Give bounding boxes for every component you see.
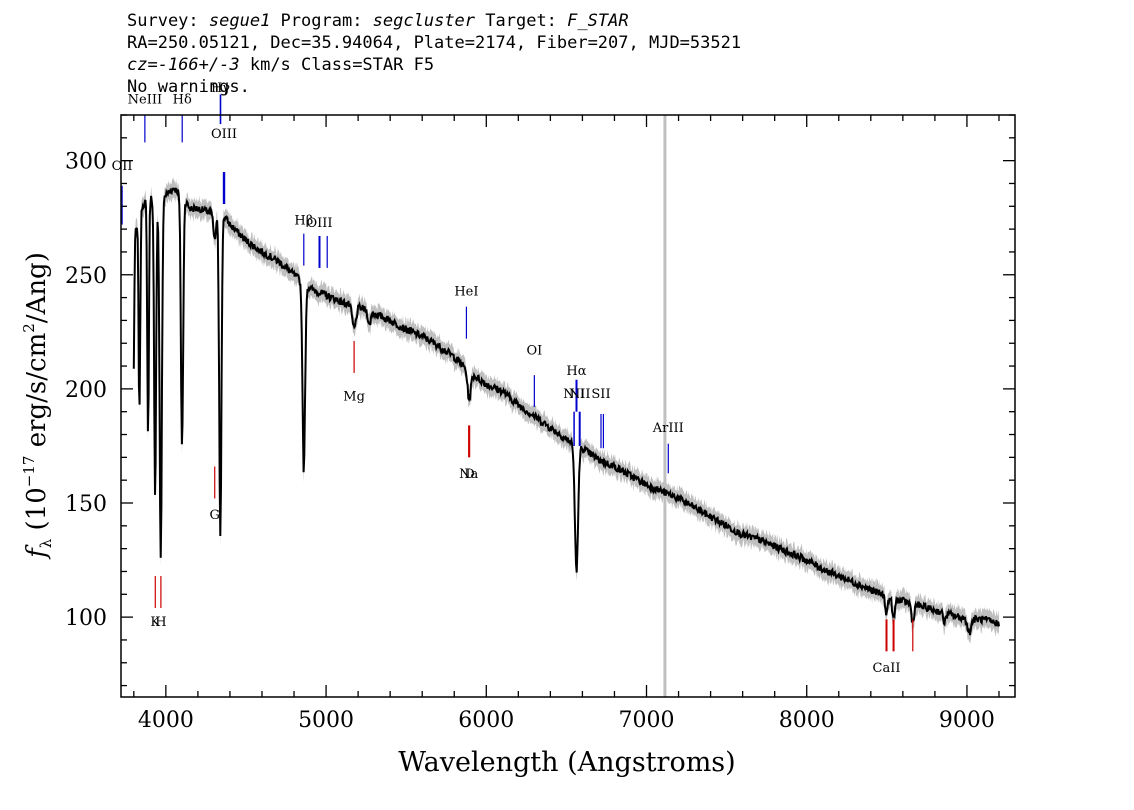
- emission-line-label-6: OIII: [306, 216, 332, 231]
- absorption-line-label-2: G: [210, 508, 220, 523]
- absorption-line-label-6: CaII: [873, 661, 901, 676]
- error-band: [133, 177, 1000, 644]
- emission-line-label-8: HeI: [454, 284, 478, 299]
- emission-line-label-15: ArIII: [652, 421, 684, 436]
- survey-value: segue1: [208, 11, 271, 31]
- header-line-3: cz=-166+/-3 km/s Class=STAR F5: [127, 54, 741, 76]
- absorption-line-label-3: Mg: [343, 389, 365, 404]
- header-line-2: RA=250.05121, Dec=35.94064, Plate=2174, …: [127, 33, 742, 53]
- emission-line-label-0: OII: [112, 159, 133, 174]
- axis-layer: 4000 5000 6000 7000 8000 9000 100 150 200 250 300: [65, 114, 1016, 733]
- x-tick-label: 4000: [138, 708, 194, 733]
- emission-line-label-1: NeIII: [128, 93, 162, 108]
- emission-line-label-11: Hα: [566, 364, 586, 379]
- spectrum-header: Survey: segue1 Program: segcluster Targe…: [127, 10, 741, 98]
- error-band-layer: [133, 177, 1000, 644]
- cz-label: cz=: [127, 55, 158, 75]
- emission-line-label-10: NII: [563, 387, 585, 402]
- flux-series-line: [132, 187, 1000, 636]
- absorption-line-label-0: K: [150, 615, 160, 630]
- absorption-line-label-4: Na: [459, 467, 478, 482]
- x-tick-label: 7000: [619, 708, 675, 733]
- absorption-line-label-1: H: [155, 615, 166, 630]
- y-axis-label: fλ (10−17 erg/s/cm2/Ang): [20, 252, 55, 560]
- header-line-4: No warnings.: [127, 77, 250, 97]
- emission-line-label-12: NII: [569, 387, 591, 402]
- plot-frame: [120, 114, 1016, 698]
- emission-line-label-9: OI: [526, 344, 542, 359]
- x-tick-label: 6000: [458, 708, 514, 733]
- emission-line-label-4: OIII: [211, 127, 237, 142]
- y-tick-label: 300: [65, 150, 107, 175]
- y-tick-label: 250: [65, 264, 107, 289]
- survey-label: Survey:: [127, 11, 209, 31]
- y-tick-label: 150: [65, 492, 107, 517]
- svg-text:fλ (10−17 erg/s/cm2/Ang): fλ (10−17 erg/s/cm2/Ang): [20, 252, 55, 560]
- y-tick-label: 200: [65, 378, 107, 403]
- class-info: km/s Class=STAR F5: [239, 55, 435, 75]
- emission-line-label-3: Hγ: [211, 81, 230, 96]
- absorption-line-label-5: D: [464, 467, 474, 482]
- x-axis-label: Wavelength (Angstroms): [398, 747, 735, 778]
- y-tick-label: 100: [65, 606, 107, 631]
- x-tick-label: 8000: [779, 708, 835, 733]
- target-label: Target:: [475, 11, 568, 31]
- cz-value: -166+/-3: [157, 55, 240, 75]
- flux-layer: [132, 187, 1000, 636]
- emission-line-label-2: Hδ: [173, 93, 192, 108]
- emission-line-label-13: SII: [591, 387, 610, 402]
- header-line-1: Survey: segue1 Program: segcluster Targe…: [127, 10, 741, 32]
- x-tick-label: 5000: [298, 708, 354, 733]
- x-tick-label: 9000: [939, 708, 995, 733]
- program-label: Program:: [270, 11, 373, 31]
- target-value: F_STAR: [567, 11, 629, 31]
- program-value: segcluster: [372, 11, 476, 31]
- emission-line-label-5: Hβ: [294, 214, 313, 229]
